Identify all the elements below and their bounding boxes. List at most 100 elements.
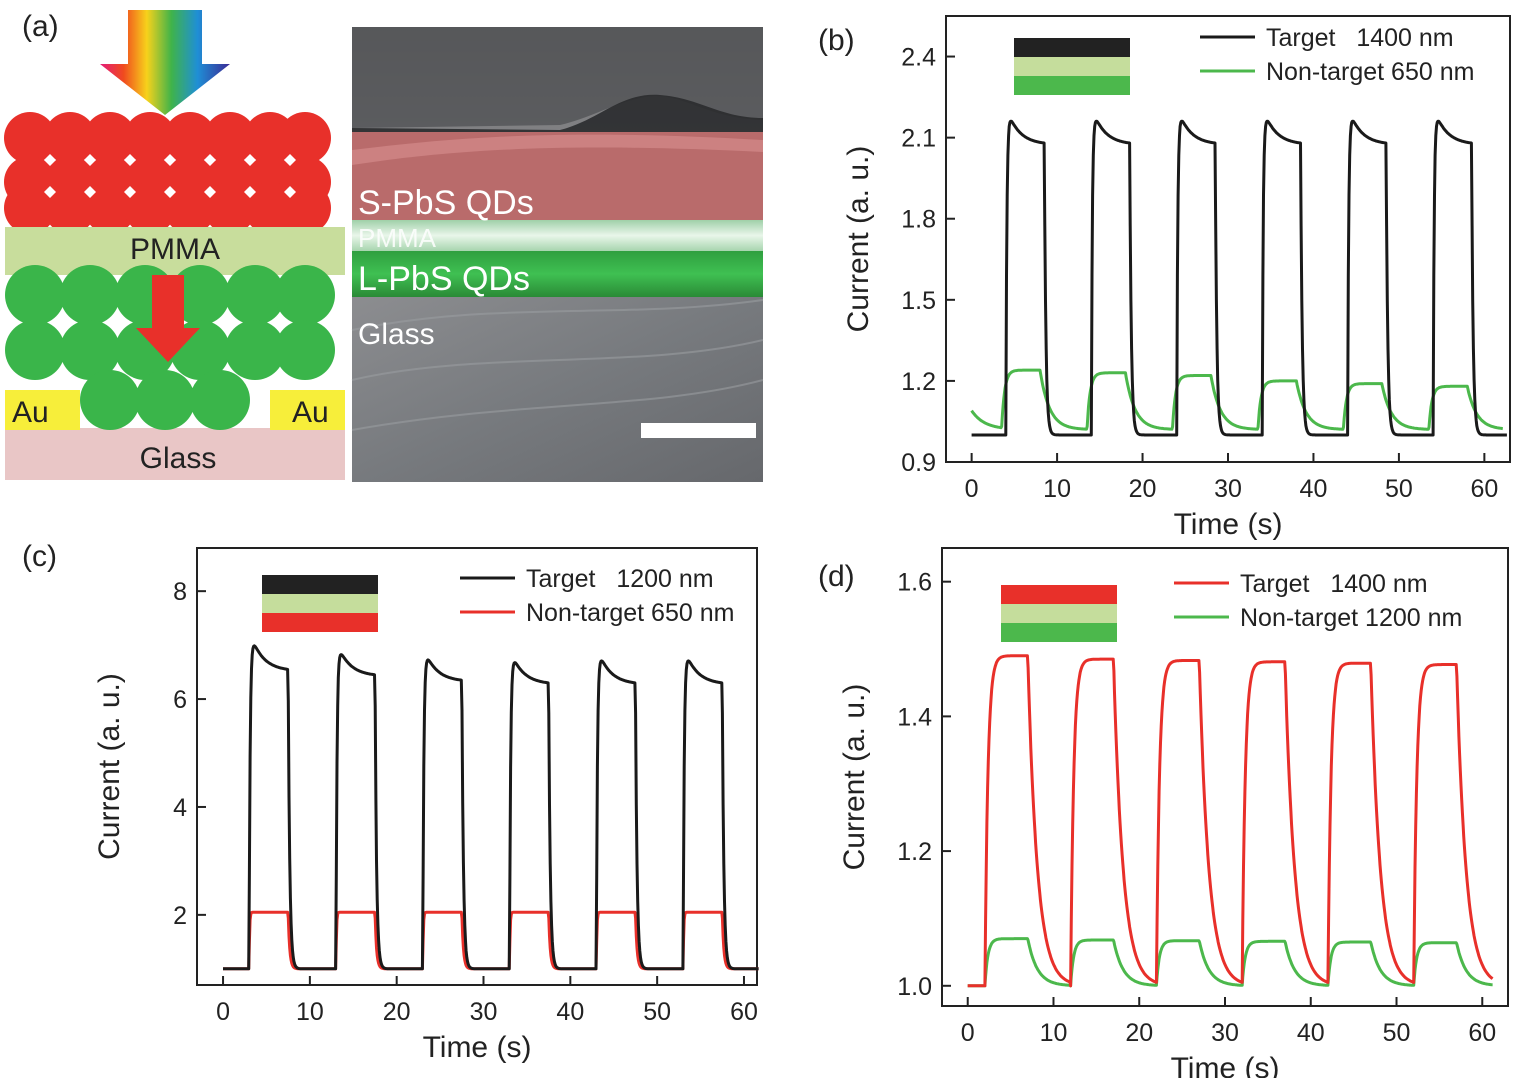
red-qd-dot — [204, 182, 256, 234]
green-qd-dot — [5, 320, 65, 380]
green-qd-dot — [190, 370, 250, 430]
x-tick-label: 40 — [1300, 475, 1328, 503]
legend-label: Target 1400 nm — [1266, 24, 1454, 52]
sem-pmma-label: PMMA — [358, 223, 437, 253]
panel-a-schematic: (a) PMMA Glass Au Au S-PbS Q — [4, 10, 764, 482]
y-tick-label: 0.9 — [901, 449, 936, 477]
chart-d-plot: 0 10 20 30 40 50 60 1.0 1.2 1.4 1.6 Time (s) Current… — [838, 547, 1509, 1078]
au-electrode-right — [270, 390, 345, 430]
green-qd-dot — [170, 265, 230, 325]
series-line-1a1a1a — [222, 644, 760, 971]
red-qd-dot — [4, 112, 56, 164]
sem-cross-section: S-PbS QDs PMMA L-PbS QDs Glass — [351, 27, 764, 482]
red-qd-dot — [44, 112, 96, 164]
x-tick-label: 0 — [216, 998, 230, 1026]
glass-substrate — [5, 428, 345, 480]
qd-gap-mark — [84, 154, 96, 166]
x-tick-label: 30 — [470, 998, 498, 1026]
long-wavelength-qd-layer — [5, 265, 335, 430]
qd-gap-mark — [244, 154, 256, 166]
qd-gap-mark — [124, 154, 136, 166]
x-tick-label: 0 — [965, 475, 979, 503]
device-stack-layer — [1014, 76, 1130, 95]
green-qd-dot — [275, 265, 335, 325]
x-tick-label: 30 — [1211, 1019, 1239, 1047]
x-tick-label: 20 — [1129, 475, 1157, 503]
plot-frame — [196, 547, 758, 986]
green-qd-dot — [5, 265, 65, 325]
red-qd-dot — [124, 182, 176, 234]
au-right-label: Au — [292, 396, 329, 429]
au-left-label: Au — [12, 396, 49, 429]
green-qd-dot — [80, 370, 140, 430]
qd-gap-mark — [204, 186, 216, 198]
red-qd-dot — [84, 112, 136, 164]
qd-gap-mark — [164, 154, 176, 166]
x-tick-label: 40 — [1297, 1019, 1325, 1047]
green-qd-dot — [60, 320, 120, 380]
x-tick-label: 60 — [730, 998, 758, 1026]
x-tick-label: 0 — [961, 1019, 975, 1047]
y-tick-label: 8 — [173, 578, 187, 606]
y-tick-label: 2.4 — [901, 44, 936, 72]
light-arrow-icon — [100, 10, 230, 115]
x-tick-label: 30 — [1214, 475, 1242, 503]
y-tick-label: 1.6 — [897, 569, 932, 597]
device-stack-layer — [262, 613, 378, 632]
qd-gap-mark — [204, 154, 216, 166]
green-qd-dot — [60, 265, 120, 325]
panel-a-label: (a) — [22, 10, 59, 43]
short-wavelength-qd-layer — [4, 112, 331, 234]
y-tick-label: 4 — [173, 794, 187, 822]
scale-bar — [641, 423, 756, 438]
au-electrode-left — [5, 390, 80, 430]
y-axis-label: Current (a. u.) — [838, 684, 871, 871]
x-axis-label: Time (s) — [1171, 1052, 1280, 1078]
series-line-e8302a — [966, 654, 1494, 988]
legend-label: Non-target 1200 nm — [1240, 604, 1462, 632]
device-stack-layer — [1014, 57, 1130, 76]
glass-substrate-label: Glass — [140, 442, 217, 475]
chart-b-plot: 0 10 20 30 40 50 60 0.9 1.2 1.5 1.8 2.1 2.4 Time (s) C… — [842, 15, 1511, 541]
y-tick-label: 6 — [173, 686, 187, 714]
device-stack-layer — [1001, 623, 1117, 642]
legend-label: Target 1400 nm — [1240, 570, 1428, 598]
sem-l-qd-label: L-PbS QDs — [358, 260, 530, 298]
series-line-1a1a1a — [970, 119, 1508, 437]
qd-gap-mark — [284, 154, 296, 166]
sem-glass-region — [352, 297, 763, 482]
x-tick-label: 20 — [1125, 1019, 1153, 1047]
qd-gap-mark — [44, 186, 56, 198]
y-tick-label: 2.1 — [901, 125, 936, 153]
y-axis-label: Current (a. u.) — [842, 146, 875, 333]
sem-glass-label: Glass — [358, 318, 435, 351]
qd-gap-mark — [124, 186, 136, 198]
pmma-layer — [5, 227, 345, 275]
y-tick-label: 2 — [173, 902, 187, 930]
y-tick-label: 1.2 — [901, 368, 936, 396]
device-stack-layer — [262, 575, 378, 594]
red-qd-dot — [84, 182, 136, 234]
red-qd-dot — [279, 112, 331, 164]
x-tick-label: 60 — [1470, 475, 1498, 503]
panel-b-chart: (b) 0 10 20 30 40 50 60 0.9 1.2 1.5 1.8 2.1 2.4 Time … — [818, 15, 1511, 541]
panel-b-label: (b) — [818, 24, 855, 57]
x-tick-label: 10 — [296, 998, 324, 1026]
sem-s-qd-label: S-PbS QDs — [358, 184, 534, 222]
x-axis-label: Time (s) — [423, 1031, 532, 1064]
series-line-4cb84c — [966, 937, 1494, 988]
legend-label: Non-target 650 nm — [1266, 58, 1474, 86]
y-tick-label: 1.8 — [901, 206, 936, 234]
carrier-arrow-icon — [136, 275, 200, 362]
panel-c-label: (c) — [22, 540, 57, 573]
x-tick-label: 60 — [1468, 1019, 1496, 1047]
red-qd-dot — [124, 112, 176, 164]
green-qd-dot — [135, 370, 195, 430]
y-tick-label: 1.4 — [897, 703, 932, 731]
red-qd-dot — [204, 112, 256, 164]
device-stack-layer — [1014, 38, 1130, 57]
x-axis-label: Time (s) — [1174, 508, 1283, 541]
device-stack-layer — [262, 594, 378, 613]
series-line-4cb84c — [970, 368, 1504, 431]
